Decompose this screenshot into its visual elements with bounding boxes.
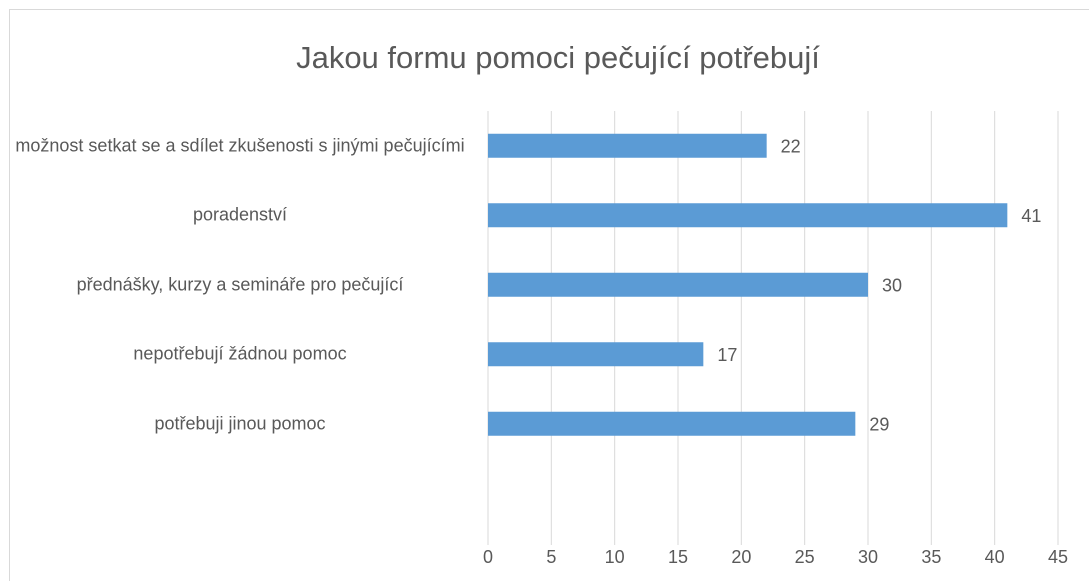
y-tick-label: poradenství [192,204,288,225]
bar [488,411,856,436]
y-tick-label: potřebuji jinou pomoc [154,413,326,434]
x-tick-label: 10 [605,547,625,567]
bar [488,342,704,367]
bar [488,133,767,158]
chart-title: Jakou formu pomoci pečující potřebují [296,40,820,75]
x-tick-label: 25 [795,547,815,567]
x-tick-label: 30 [858,547,878,567]
data-label: 29 [869,415,889,435]
bar [488,203,1008,228]
x-tick-label: 20 [731,547,751,567]
data-label: 30 [882,276,902,296]
x-tick-label: 35 [921,547,941,567]
y-tick-label: přednášky, kurzy a semináře pro pečující [76,274,404,295]
y-tick-label: nepotřebují žádnou pomoc [133,343,347,364]
data-label: 22 [781,137,801,157]
x-tick-label: 45 [1048,547,1068,567]
x-tick-label: 0 [483,547,493,567]
data-label: 17 [717,345,737,365]
x-tick-label: 5 [546,547,556,567]
data-label: 41 [1021,206,1041,226]
y-tick-label: možnost setkat se a sdílet zkušenosti s … [15,135,465,156]
bar [488,272,868,297]
x-tick-label: 15 [668,547,688,567]
x-tick-label: 40 [985,547,1005,567]
